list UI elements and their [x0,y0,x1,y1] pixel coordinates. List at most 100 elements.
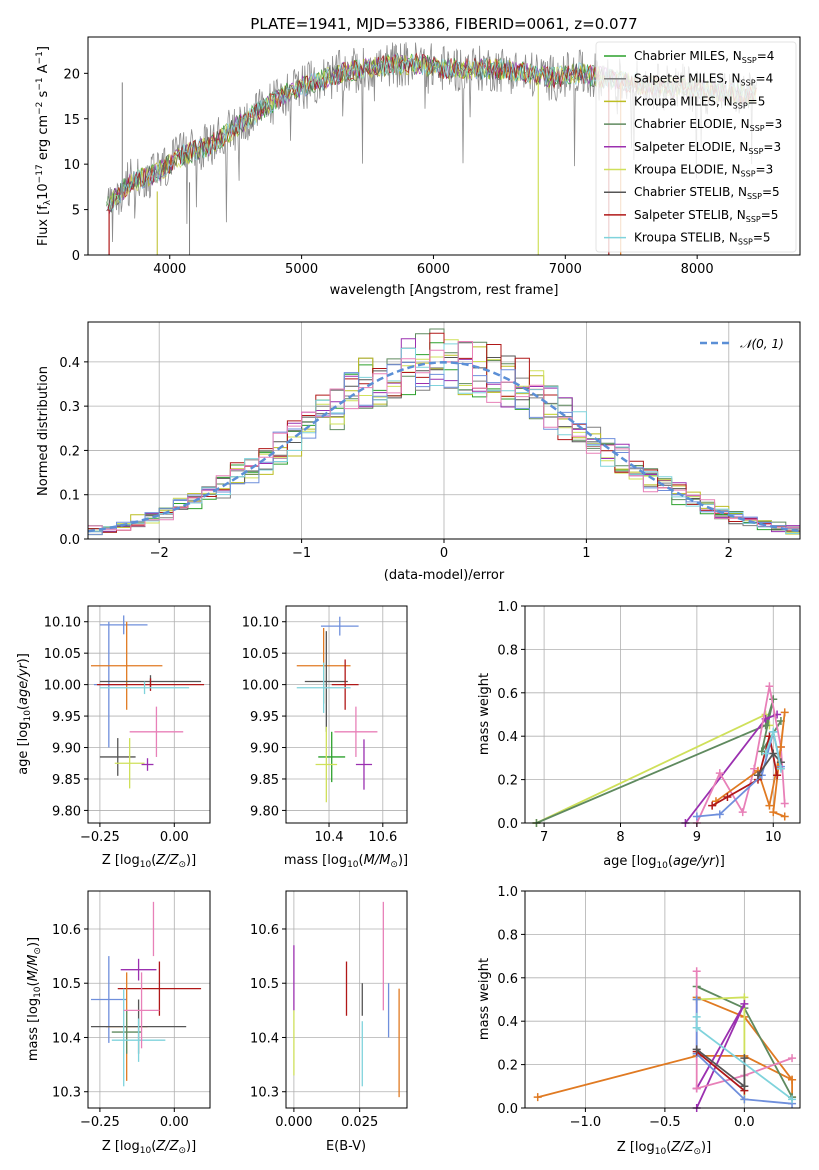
age-vs-mass-frame [285,605,408,824]
massweight-vs-z-panel: −1.0 −0.5 0.0 0.0 0.2 0.4 0.6 0.8 1.0 [497,885,801,1130]
xtick-label: 10.6 [368,830,397,845]
weight-marker [692,1023,701,1032]
error-point [111,1010,142,1054]
residual-xtick-label: 1 [582,546,590,561]
normal-curve [87,361,801,533]
massweight-vs-age-panel: 7 8 9 10 0.0 0.2 0.4 0.6 0.8 1.0 [497,600,801,845]
weight-marker [692,1045,701,1054]
error-point [129,706,184,757]
error-point [111,1018,166,1062]
ytick-label: 0.8 [497,643,518,658]
error-point [90,956,127,1043]
weight-marker [740,1095,749,1104]
ytick-label: 9.80 [52,804,81,819]
spectrum-panel: PLATE=1941, MJD=53386, FIBERID=0061, z=0… [35,15,801,298]
ytick-label: 0.0 [497,1102,518,1117]
weight-marker [740,1054,749,1063]
spectrum-xlabel: wavelength [Angstrom, rest frame] [330,283,559,298]
weight-marker [788,1095,797,1104]
age-z-ylabel: age [log10(age/yr)] [16,653,33,775]
histogram-series [88,343,800,534]
mass-vs-z-frame [87,890,211,1109]
xtick-label: 0.00 [160,1115,189,1130]
spectrum-ytick-label: 0 [72,249,80,264]
residual-ytick-label: 0.4 [59,356,80,371]
weight-marker [753,771,762,780]
residual-plot-area: −2 −1 0 1 2 0.0 0.1 0.2 0.3 0.4 [59,322,801,561]
residual-xtick-label: −2 [150,546,169,561]
legend-box [595,41,797,253]
residual-panel: −2 −1 0 1 2 0.0 0.1 0.2 0.3 0.4 (data-model)/erro… [36,321,801,583]
weight-series-line [696,1050,745,1092]
weight-marker [765,801,774,810]
xtick-label: 10.4 [315,830,344,845]
spectrum-ytick-label: 15 [63,113,80,128]
age-vs-mass-panel: 10.4 10.6 9.80 9.85 9.90 9.95 10.00 10.05 10.10 [242,605,408,845]
legend-entry: Salpeter MILES, NSSP=4 [634,72,773,88]
error-point [331,659,359,710]
ytick-label: 9.85 [250,773,279,788]
weight-marker [780,799,789,808]
age-z-xlabel: Z [log10(Z/Z⊙)] [102,853,196,870]
ytick-label: 10.05 [242,647,279,662]
spectrum-ytick-label: 10 [63,158,80,173]
massweight-vs-age-frame [524,605,801,824]
weight-marker [776,764,785,773]
weight-marker [765,682,774,691]
weight-marker [769,808,778,817]
ytick-label: 0.0 [497,817,518,832]
normal-legend-label: 𝒩(0, 1) [740,337,784,351]
ytick-label: 9.95 [52,710,81,725]
error-point [99,681,190,695]
error-point [304,631,348,732]
weight-marker [533,1093,542,1102]
error-point [120,958,157,981]
legend-entry: Chabrier ELODIE, NSSP=3 [634,117,782,133]
spectrum-plot-area: 4000 5000 6000 7000 8000 0 5 10 15 20 [63,42,757,277]
xtick-label: 9 [693,830,701,845]
error-point [96,678,205,691]
ytick-label: 10.3 [250,1086,279,1101]
legend-entry: Salpeter ELODIE, NSSP=3 [634,140,781,156]
weight-marker [738,808,747,817]
weight-marker [692,1084,701,1093]
ytick-label: 10.10 [44,616,81,631]
error-point [296,662,351,713]
ytick-label: 10.00 [242,679,279,694]
xtick-label: 8 [616,830,624,845]
error-point [99,615,148,635]
weight-marker [740,1082,749,1091]
ytick-label: 0.6 [497,972,518,987]
error-point [114,738,145,789]
legend-entry: Chabrier STELIB, NSSP=5 [634,185,780,201]
residual-xtick-label: 0 [440,546,448,561]
residual-ytick-label: 0.0 [59,533,80,548]
residual-ytick-label: 0.2 [59,444,80,459]
age-mass-xlabel: mass [log10(M/M⊙)] [284,853,408,870]
error-point [318,731,346,783]
legend-entry: Kroupa STELIB, NSSP=5 [634,231,771,247]
error-point [355,739,373,790]
error-point [320,616,359,636]
ytick-label: 10.4 [250,1031,279,1046]
xtick-label: 10 [765,830,782,845]
ytick-label: 9.85 [52,773,81,788]
xtick-label: 0.00 [160,830,189,845]
weight-marker [761,749,770,758]
error-point [315,726,338,803]
spectrum-ytick-label: 5 [72,204,80,219]
ytick-label: 0.2 [497,1059,518,1074]
ytick-label: 10.05 [44,647,81,662]
weight-marker [723,792,732,801]
mass-z-xlabel: Z [log10(Z/Z⊙)] [102,1139,196,1156]
mw-z-ylabel: mass weight [477,958,492,1040]
spectrum-title: PLATE=1941, MJD=53386, FIBERID=0061, z=0… [250,15,637,33]
ytick-label: 0.4 [497,1015,518,1030]
weight-marker [773,771,782,780]
spectrum-ytick-label: 20 [63,67,80,82]
xtick-label: 7 [540,830,548,845]
weight-marker [780,812,789,821]
age-vs-z-frame [87,605,211,824]
legend-entry: Kroupa ELODIE, NSSP=3 [634,163,773,179]
